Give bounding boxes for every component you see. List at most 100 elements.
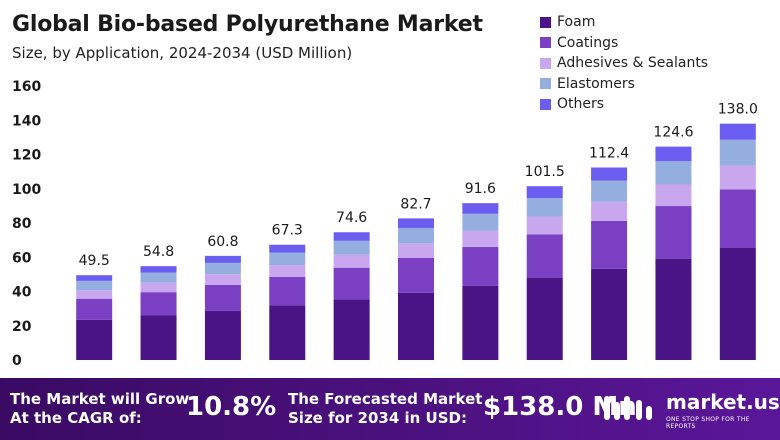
bar-segment-foam	[398, 292, 434, 360]
bar-total-label: 60.8	[207, 234, 238, 250]
bar-segment-others	[591, 167, 628, 181]
bar-segment-others	[204, 255, 241, 263]
bar-total-label: 74.6	[336, 210, 367, 226]
bar-segment-coatings	[398, 257, 434, 293]
bar-segment-others	[398, 218, 434, 228]
bar-segment-adhesives-sealants	[204, 274, 241, 285]
bar-stack-2028	[333, 232, 370, 360]
bar-segment-others	[655, 146, 692, 162]
bar-segment-elastomers	[204, 262, 241, 275]
legend-label: Foam	[557, 14, 596, 31]
bar-segment-foam	[719, 248, 756, 360]
bar-segment-coatings	[204, 284, 241, 311]
bar-segment-elastomers	[719, 139, 756, 166]
legend-item-coatings: Coatings	[540, 33, 708, 54]
bar-total-label: 124.6	[653, 125, 693, 141]
bar-total-label: 101.5	[525, 164, 565, 180]
bar-stack-2032	[591, 167, 628, 360]
forecast-value: $138.0 Mn	[483, 392, 637, 422]
bar-segment-foam	[526, 277, 563, 360]
bar-total-label: 67.3	[272, 223, 303, 239]
bar-stack-2031	[526, 186, 563, 360]
bar-segment-foam	[333, 299, 370, 360]
legend-item-others: Others	[540, 94, 708, 115]
bar-segment-adhesives-sealants	[333, 254, 370, 268]
legend-swatch	[540, 98, 551, 110]
bar-segment-coatings	[719, 189, 756, 249]
bar-segment-foam	[591, 268, 628, 360]
bar-stack-2026	[204, 255, 241, 360]
legend-swatch	[540, 57, 551, 69]
forecast-caption-line1: The Forecasted Market	[288, 390, 483, 408]
bar-segment-coatings	[462, 246, 499, 286]
bar-total-label: 82.7	[400, 196, 431, 212]
legend-swatch	[540, 16, 551, 28]
bar-segment-adhesives-sealants	[462, 230, 499, 247]
bar-segment-adhesives-sealants	[269, 265, 306, 277]
cagr-value: 10.8%	[186, 392, 277, 422]
bar-segment-elastomers	[76, 280, 113, 291]
bar-segment-foam	[655, 258, 692, 360]
bar-segment-adhesives-sealants	[526, 216, 563, 235]
legend-label: Others	[557, 96, 605, 113]
bar-segment-coatings	[269, 276, 306, 306]
bar-stack-2024	[76, 275, 113, 360]
y-tick-label: 20	[12, 319, 32, 335]
legend-label: Elastomers	[557, 75, 635, 92]
bar-total-label: 138.0	[718, 102, 758, 118]
bar-segment-others	[719, 123, 756, 140]
legend-item-adhesives: Adhesives & Sealants	[540, 53, 708, 74]
bar-segment-elastomers	[398, 227, 434, 244]
cagr-caption-line2: At the CAGR of:	[10, 409, 142, 427]
bar-segment-elastomers	[591, 180, 628, 202]
bar-segment-others	[462, 203, 499, 214]
bar-segment-elastomers	[269, 252, 306, 266]
brand-tagline: ONE STOP SHOP FOR THE REPORTS	[666, 416, 750, 430]
bar-segment-elastomers	[655, 161, 692, 185]
bar-segment-adhesives-sealants	[591, 201, 628, 221]
bar-stack-2027	[269, 244, 306, 360]
bar-segment-coatings	[140, 292, 177, 316]
bar-segment-coatings	[76, 298, 113, 320]
y-tick-label: 40	[12, 285, 32, 301]
bar-segment-adhesives-sealants	[655, 184, 692, 207]
chart-subtitle: Size, by Application, 2024-2034 (USD Mil…	[12, 44, 353, 62]
bar-segment-others	[526, 186, 563, 198]
bar-stack-2033	[655, 146, 692, 360]
bar-total-label: 112.4	[589, 146, 629, 162]
bar-segment-foam	[204, 310, 241, 360]
legend-label: Adhesives & Sealants	[557, 55, 709, 72]
bar-segment-foam	[269, 305, 306, 360]
brand-name: market.us	[666, 390, 780, 414]
y-tick-label: 160	[12, 79, 41, 95]
y-tick-label: 60	[12, 250, 32, 266]
bar-segment-coatings	[526, 234, 563, 278]
bar-segment-others	[269, 244, 306, 253]
legend-label: Coatings	[557, 34, 619, 51]
legend-item-elastomers: Elastomers	[540, 74, 708, 95]
bar-total-label: 54.8	[143, 244, 174, 260]
cagr-caption-line1: The Market will Grow	[10, 390, 190, 408]
stacked-bar-chart: 0 20 40 60 80 100 120 140 160 49.5 54.8 60.8 67.3 74.…	[12, 79, 758, 369]
cagr-caption: The Market will Grow At the CAGR of:	[10, 390, 189, 428]
bar-stack-2034	[719, 123, 756, 360]
bar-segment-others	[140, 266, 177, 273]
y-tick-label: 140	[12, 113, 41, 129]
bar-segment-adhesives-sealants	[398, 243, 434, 258]
bar-segment-others	[76, 275, 113, 281]
bar-segment-adhesives-sealants	[76, 290, 113, 299]
bar-stack-2029	[398, 218, 434, 360]
legend-item-foam: Foam	[540, 12, 708, 33]
y-tick-label: 80	[12, 216, 32, 232]
legend-swatch	[540, 78, 551, 90]
footer-banner: The Market will Grow At the CAGR of: 10.…	[0, 378, 780, 440]
bar-segment-adhesives-sealants	[140, 282, 177, 293]
chart-title: Global Bio-based Polyurethane Market	[12, 12, 483, 37]
y-tick-label: 120	[12, 148, 41, 164]
bar-segment-elastomers	[140, 272, 177, 283]
bar-segment-adhesives-sealants	[719, 165, 756, 190]
bar-segment-elastomers	[526, 197, 563, 217]
bar-segment-foam	[76, 319, 113, 360]
bar-segment-others	[333, 232, 370, 241]
bar-segment-foam	[140, 315, 177, 360]
